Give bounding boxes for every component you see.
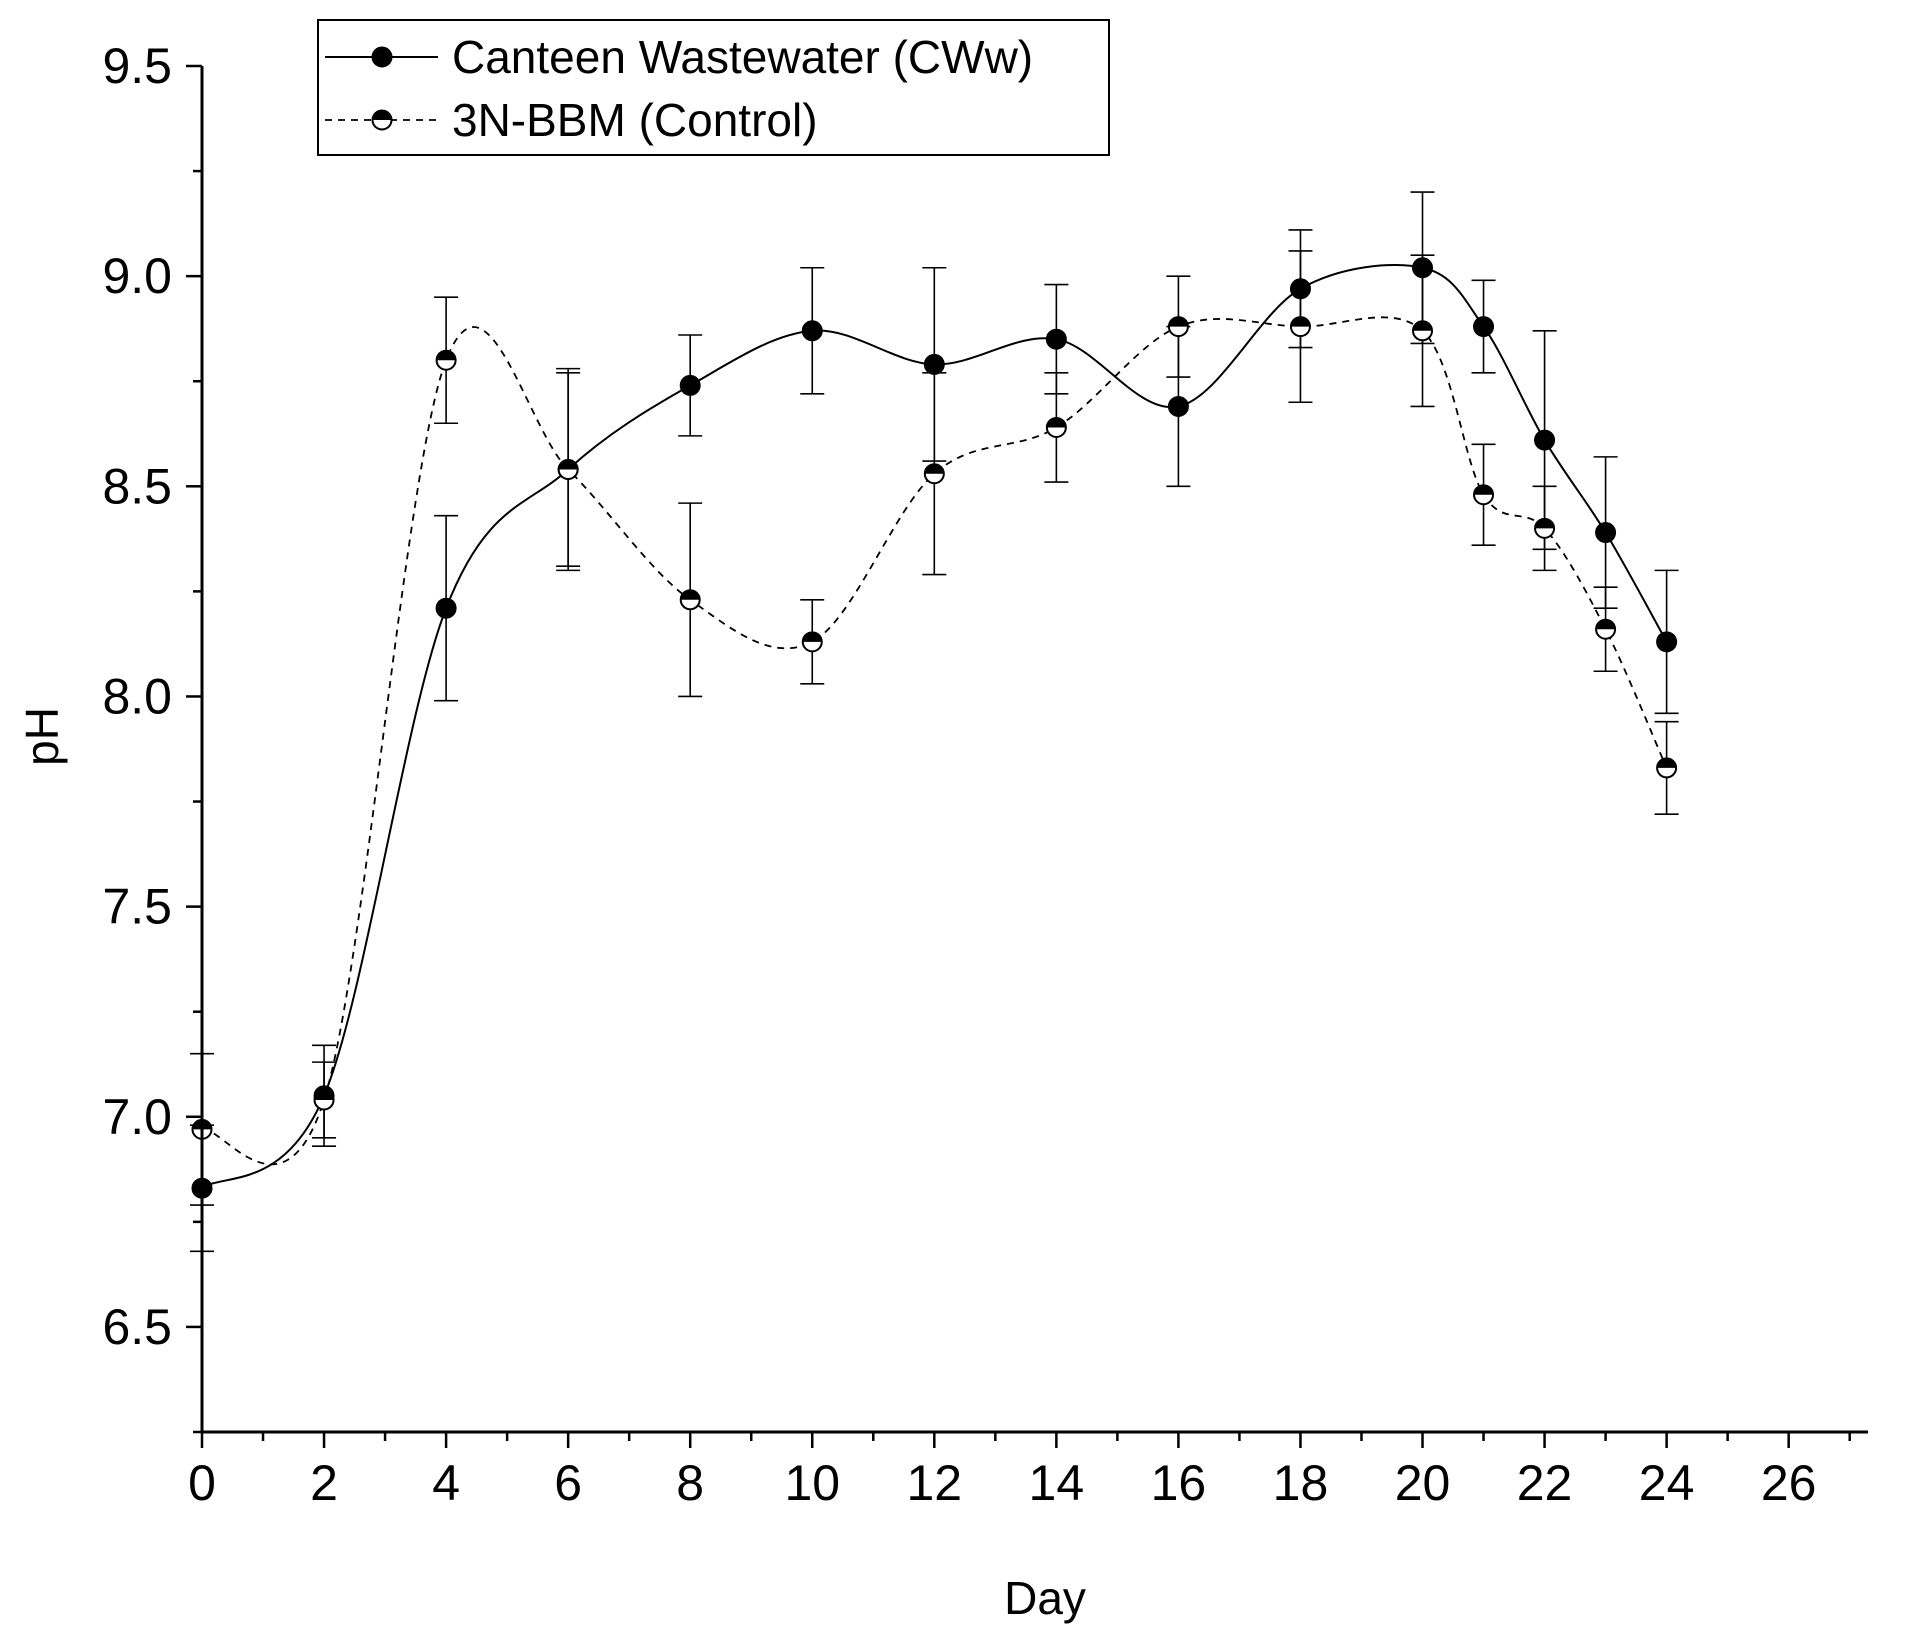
data-point: [1473, 484, 1495, 506]
y-tick-label: 8.0: [102, 668, 172, 724]
x-tick-label: 2: [310, 1455, 338, 1511]
data-point: [1289, 316, 1311, 338]
marker-filled: [1534, 429, 1556, 451]
x-tick-label: 24: [1639, 1455, 1695, 1511]
legend-label-control: 3N-BBM (Control): [452, 94, 818, 146]
legend-marker-symbol: [371, 46, 393, 68]
data-point: [801, 320, 823, 342]
data-point: [1167, 395, 1189, 417]
marker-filled: [679, 374, 701, 396]
marker-filled: [1412, 257, 1434, 279]
data-point: [313, 1089, 335, 1111]
marker-filled: [435, 597, 457, 619]
marker-half-fill: [436, 350, 456, 361]
marker-filled: [923, 353, 945, 375]
data-point: [1473, 316, 1495, 338]
x-tick-label: 4: [432, 1455, 460, 1511]
axis-ticks: [186, 64, 1851, 1448]
x-tick-label: 12: [906, 1455, 962, 1511]
marker-filled: [1167, 395, 1189, 417]
data-point: [1534, 429, 1556, 451]
legend-box: [317, 19, 1110, 156]
x-tick-label: 0: [188, 1455, 216, 1511]
marker-filled: [801, 320, 823, 342]
legend-label-cww: Canteen Wastewater (CWw): [452, 31, 1033, 83]
y-axis-label: pH: [16, 707, 68, 766]
legend-marker-cww: [371, 46, 393, 68]
data-point: [1045, 328, 1067, 350]
marker-half-fill: [1413, 321, 1433, 331]
y-tick-label: 7.5: [102, 879, 172, 935]
data-point: [435, 597, 457, 619]
marker-filled: [1045, 328, 1067, 350]
data-point: [679, 589, 701, 611]
data-point: [679, 374, 701, 396]
y-tick-label: 8.5: [102, 458, 172, 514]
data-point: [923, 463, 945, 485]
y-tick-label: 6.5: [102, 1299, 172, 1355]
x-tick-label: 6: [554, 1455, 582, 1511]
marker-half-fill: [372, 110, 392, 120]
x-tick-label: 20: [1395, 1455, 1451, 1511]
x-axis-label: Day: [1004, 1572, 1086, 1624]
marker-half-fill: [1046, 417, 1066, 428]
y-tick-label: 9.0: [102, 248, 172, 304]
data-point: [1595, 618, 1617, 640]
x-tick-label: 14: [1029, 1455, 1085, 1511]
x-tick-label: 26: [1761, 1455, 1817, 1511]
data-point: [435, 349, 457, 371]
data-point: [557, 458, 579, 480]
data-point: [1412, 257, 1434, 279]
series-line-cww: [201, 264, 1668, 1190]
marker-half-fill: [1290, 317, 1310, 327]
x-tick-label: 10: [784, 1455, 840, 1511]
x-tick-label: 18: [1273, 1455, 1329, 1511]
data-point: [1045, 416, 1067, 438]
marker-half-fill: [924, 464, 944, 474]
legend-marker-control: [371, 109, 393, 131]
marker-filled: [1656, 631, 1678, 653]
data-point: [1595, 522, 1617, 544]
y-tick-label: 7.0: [102, 1089, 172, 1145]
marker-half-fill: [314, 1090, 334, 1100]
marker-filled: [1595, 522, 1617, 544]
x-tick-label: 16: [1151, 1455, 1207, 1511]
data-point: [1656, 631, 1678, 653]
marker-filled: [1473, 316, 1495, 338]
axis-tick-labels: 0 2 4 6 8 10 12 14 16 18 20 22 24 266.57.07.58.08.59.…: [102, 38, 1816, 1511]
axes: [200, 66, 1868, 1434]
data-point: [1412, 320, 1434, 342]
data-point: [801, 631, 823, 653]
data-point: [1167, 316, 1189, 338]
marker-half-fill: [1596, 619, 1616, 630]
marker-half-fill: [680, 590, 700, 600]
data-point: [1656, 757, 1678, 779]
marker-half-fill: [802, 632, 822, 642]
marker-half-fill: [558, 459, 578, 470]
marker-half-fill: [1168, 317, 1188, 327]
marker-half-fill: [1657, 758, 1677, 768]
x-tick-label: 22: [1517, 1455, 1573, 1511]
y-tick-label: 9.5: [102, 38, 172, 94]
data-markers: [191, 257, 1678, 1199]
marker-filled: [371, 46, 393, 68]
legend-marker-symbol: [371, 109, 393, 131]
marker-half-fill: [1535, 518, 1555, 529]
legend: Canteen Wastewater (CWw) 3N-BBM (Control…: [317, 19, 1110, 156]
data-point: [1289, 278, 1311, 300]
x-tick-label: 8: [676, 1455, 704, 1511]
marker-filled: [1289, 278, 1311, 300]
data-point: [923, 353, 945, 375]
marker-half-fill: [1474, 485, 1494, 495]
data-point: [1534, 517, 1556, 539]
